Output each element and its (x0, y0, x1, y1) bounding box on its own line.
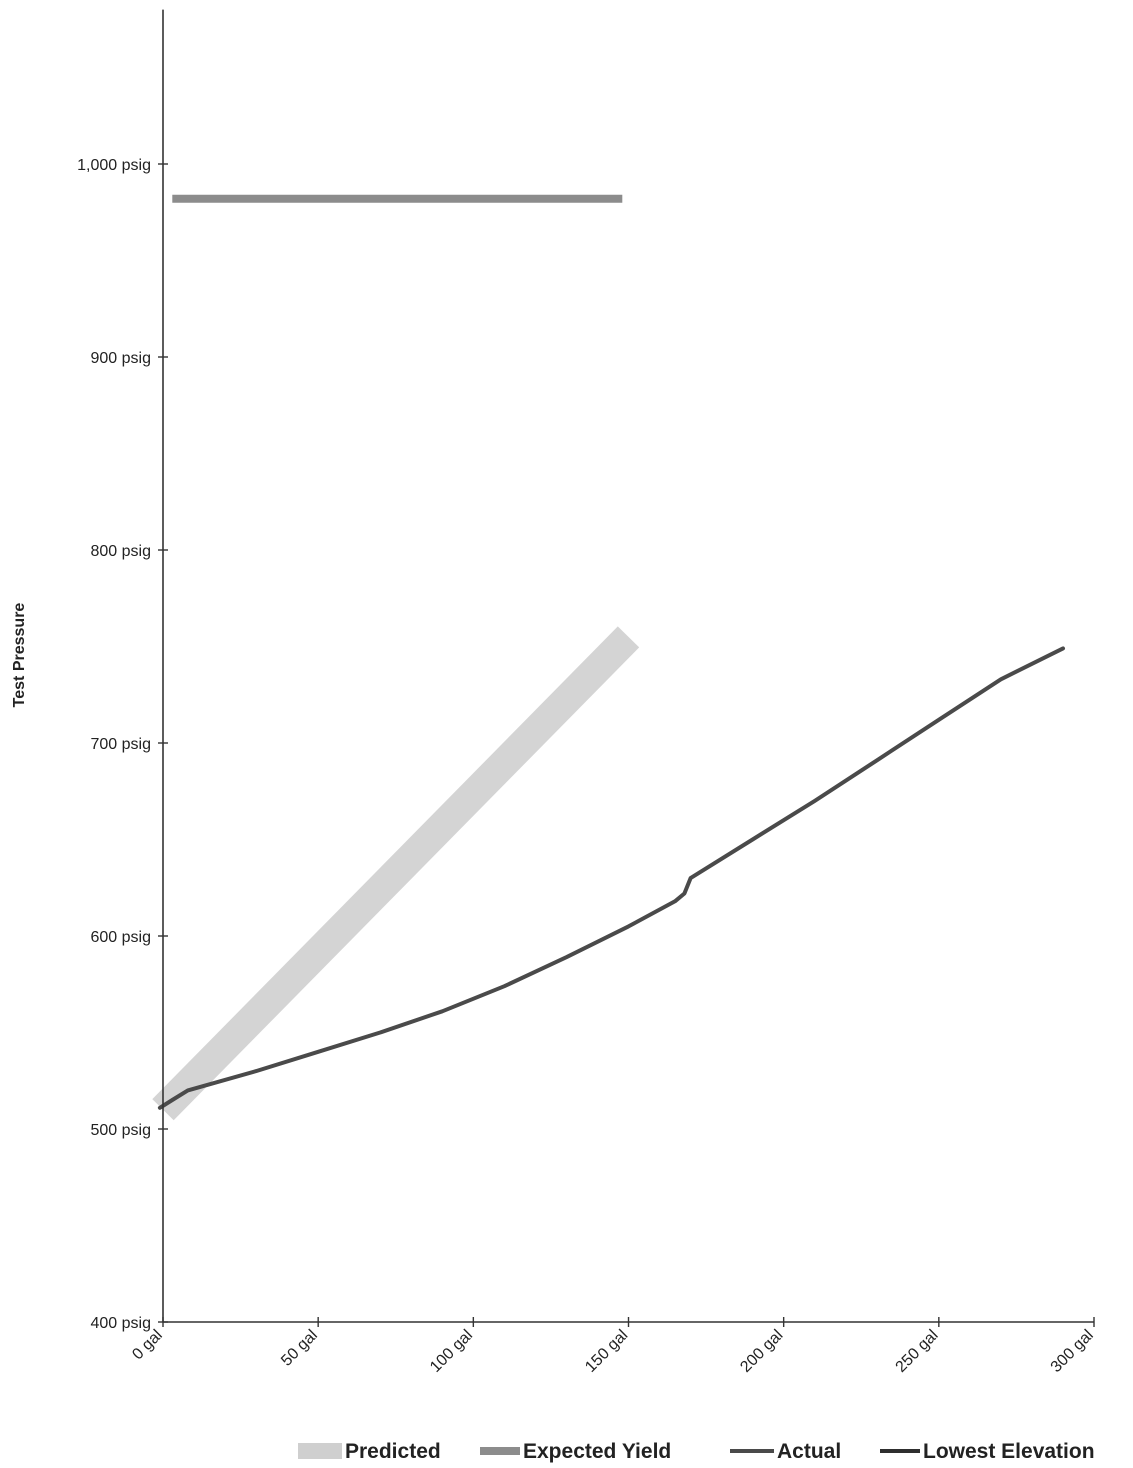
x-tick-label: 0 gal (129, 1327, 166, 1364)
x-tick-label: 100 gal (427, 1327, 476, 1376)
x-tick-label: 200 gal (737, 1327, 786, 1376)
y-tick-label: 400 psig (91, 1315, 152, 1332)
y-tick-label: 600 psig (91, 929, 152, 946)
y-tick-label: 800 psig (91, 543, 152, 560)
legend: Predicted Expected Yield Actual Lowest Elev… (298, 1440, 1095, 1463)
y-tick-label: 900 psig (91, 350, 152, 367)
x-tick-label: 50 gal (278, 1327, 321, 1370)
plot-area (152, 194, 1065, 1121)
y-tick-label: 700 psig (91, 736, 152, 753)
legend-label-actual: Actual (777, 1440, 841, 1463)
x-tick-label: 150 gal (582, 1327, 631, 1376)
legend-label-expected-yield: Expected Yield (523, 1440, 671, 1463)
x-tick-label: 300 gal (1048, 1327, 1097, 1376)
legend-label-predicted: Predicted (345, 1440, 441, 1463)
y-tick-label: 500 psig (91, 1122, 152, 1139)
legend-label-lowest-elevation: Lowest Elevation (923, 1440, 1095, 1463)
y-tick-label: 1,000 psig (77, 157, 151, 174)
x-tick-label: 250 gal (893, 1327, 942, 1376)
series-line-actual (157, 646, 1065, 1110)
y-axis-title: Test Pressure (11, 603, 28, 708)
series-line-predicted (152, 626, 640, 1121)
